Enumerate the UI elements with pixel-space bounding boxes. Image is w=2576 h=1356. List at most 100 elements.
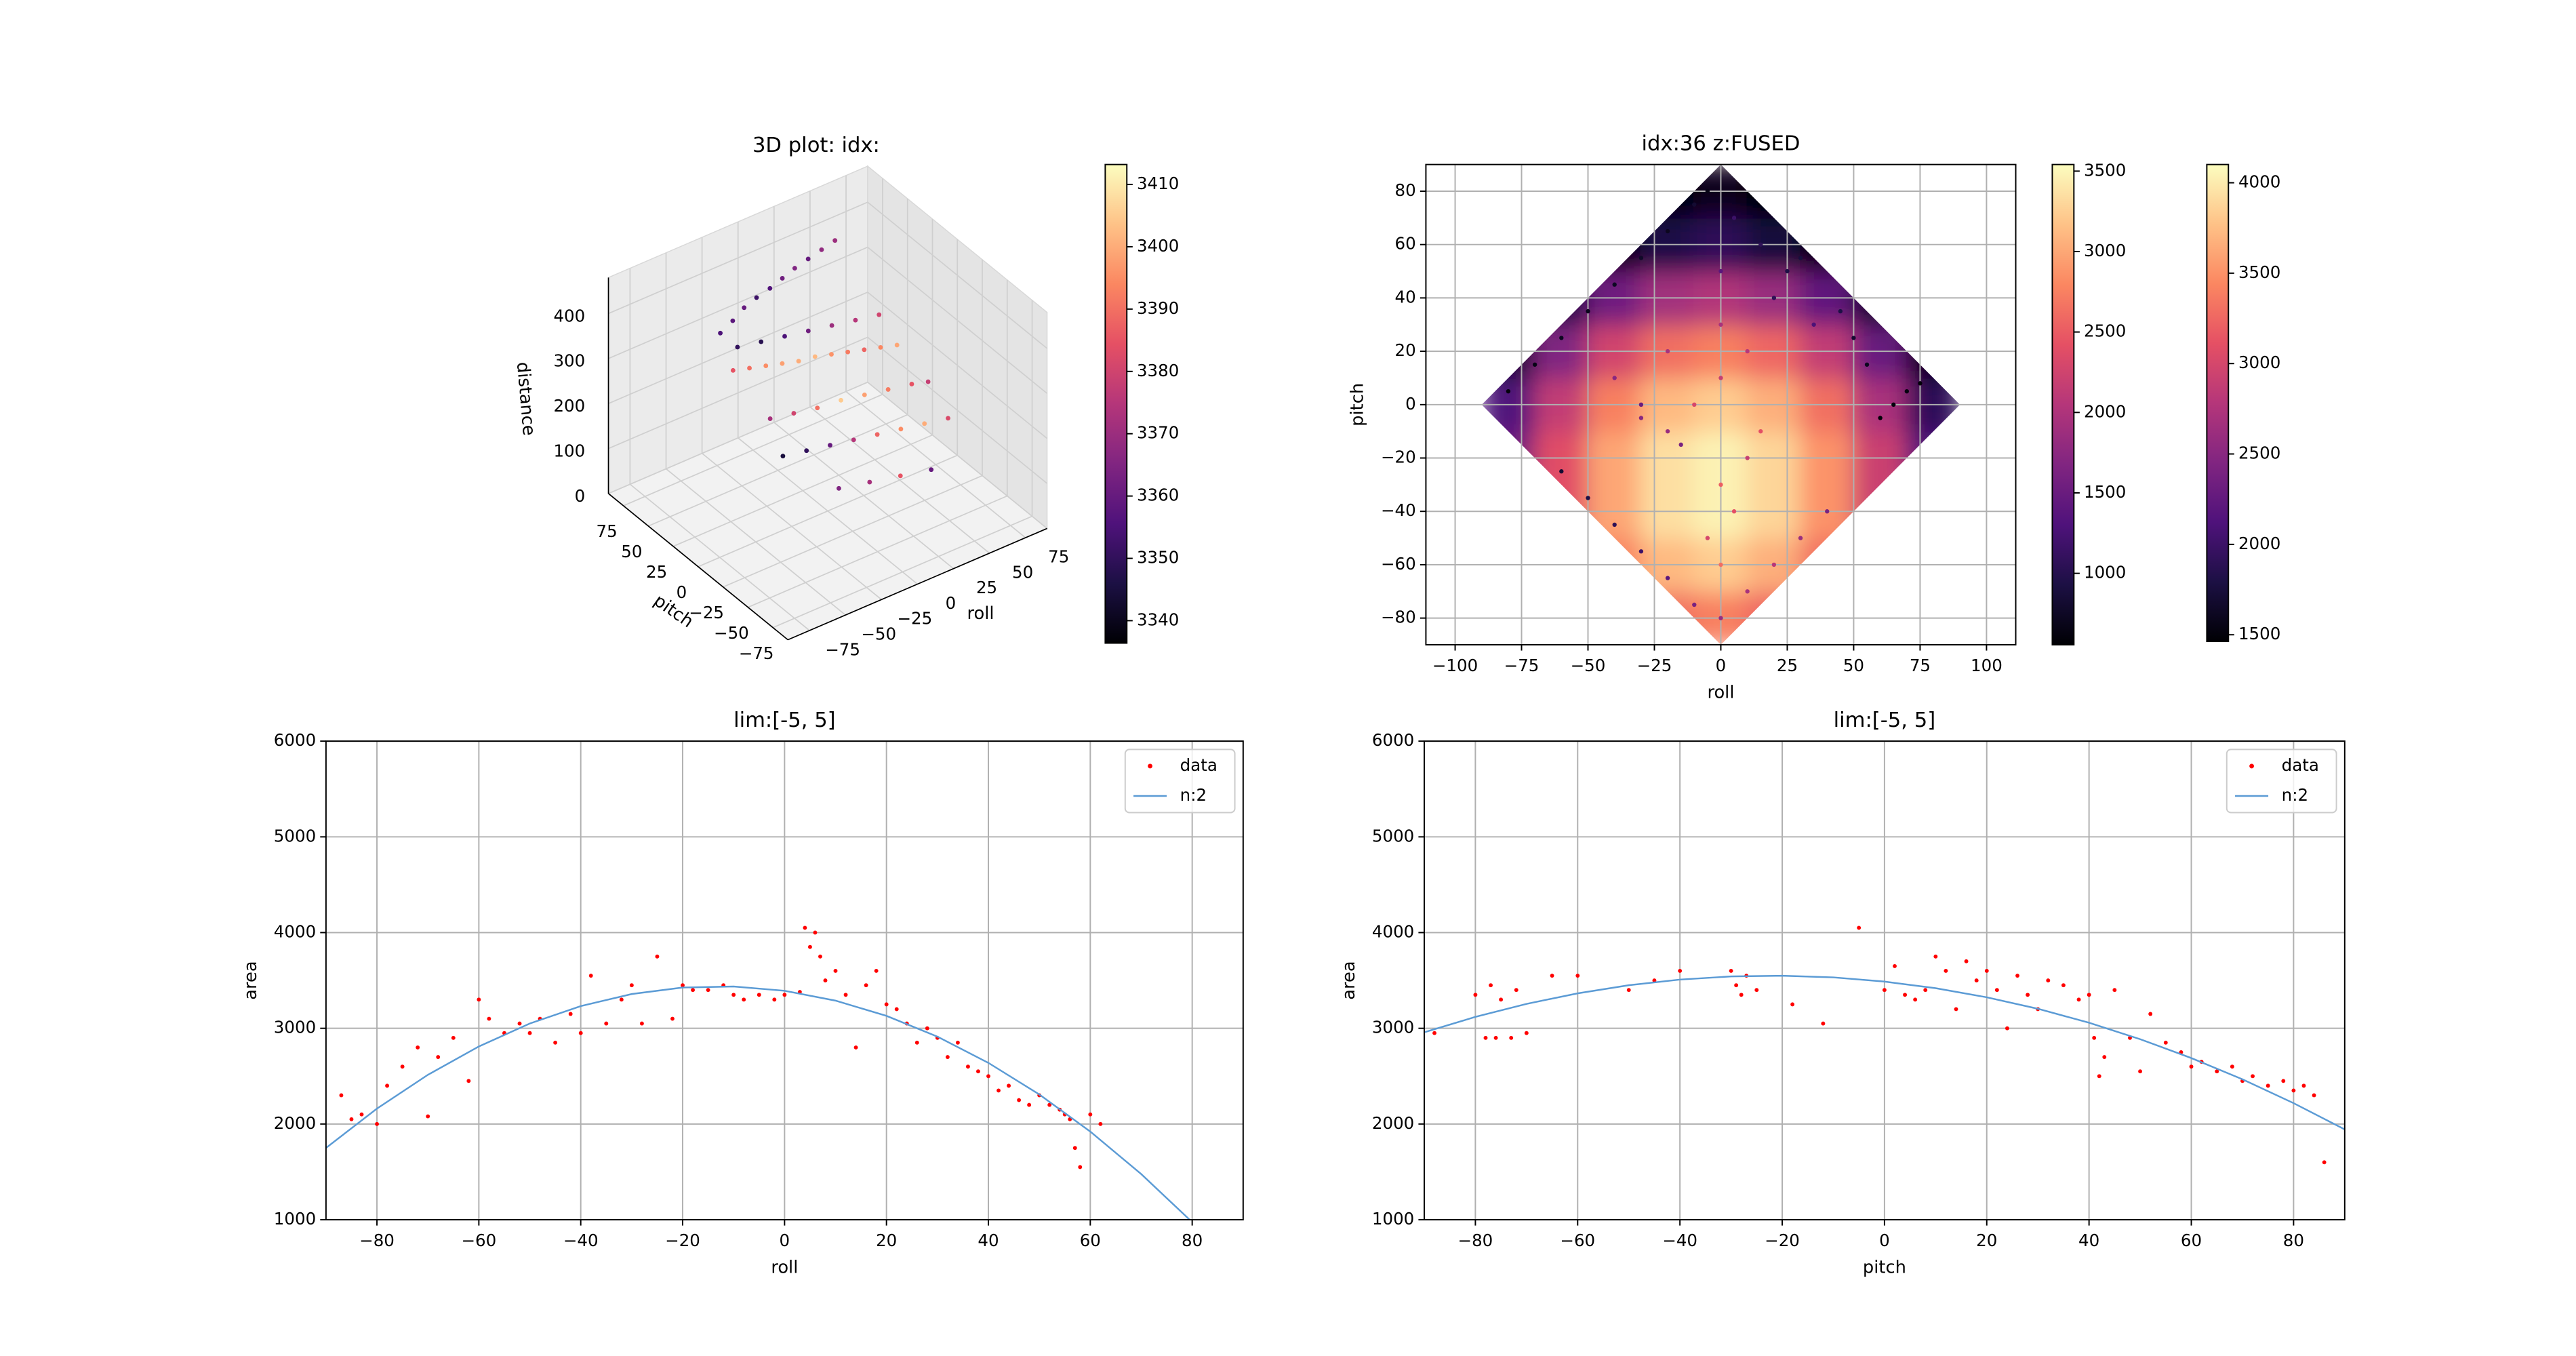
data-point [874,969,879,973]
scatter-point [735,344,740,350]
y-tick-label: −40 [1381,500,1416,520]
data-point [1678,969,1683,973]
data-point [807,944,812,949]
data-point [782,993,787,997]
scatter-point [829,323,834,328]
colorbar-tick-label: 3500 [2084,160,2126,180]
data-point [517,1021,522,1026]
scatter-point [1745,456,1750,460]
data-point [1913,997,1918,1002]
data-point [1933,954,1938,959]
colorbar-tick-label: 1500 [2238,624,2280,643]
data-point [619,997,624,1002]
scatter-point [1731,509,1737,514]
chart-title: lim:[-5, 5] [1834,709,1936,732]
scatter-point [1718,616,1723,620]
data-point [2281,1079,2286,1083]
data-point [629,983,634,988]
scatter-point [742,305,747,311]
data-point [691,988,695,993]
x-axis-label: roll [967,603,994,624]
data-point [1432,1031,1437,1035]
y-tick-label: 0 [1405,394,1416,414]
y-tick-label: 80 [1395,180,1416,200]
scatter-point [1638,549,1644,554]
y-tick-label: 3000 [1372,1018,1414,1037]
x-tick-label: 75 [1910,656,1931,675]
scatter-point [946,416,950,421]
chart-title: 3D plot: idx: [752,134,880,157]
data-point [400,1064,405,1069]
data-point [976,1069,980,1074]
axes-frame [325,740,1244,1221]
data-point [568,1012,573,1016]
colorbar-tick-label: 2000 [2238,534,2280,553]
data-point [1893,963,1897,968]
scatter-point [1798,256,1803,260]
data-point [1964,959,1969,963]
y-tick-label: 1000 [274,1209,316,1229]
scatter-point [792,266,797,271]
x-tick-label: 50 [1012,562,1033,582]
colorbar-tick-label: 3380 [1137,361,1179,380]
data-point [2322,1160,2327,1165]
scatter-point [867,479,872,485]
data-point [670,1016,675,1021]
data-point [1954,1007,1958,1012]
scatter-point [782,334,787,339]
scatter-point [862,392,867,397]
y-tick-label: 20 [1395,340,1416,360]
axes-frame [1425,163,2017,645]
data-point [1027,1102,1032,1107]
x-tick-label: −50 [1571,656,1606,675]
y-axis-label: area [1339,961,1359,999]
scatter-point [898,473,903,479]
scatter-point [815,405,820,411]
data-point [2251,1074,2255,1079]
z-tick-label: 400 [553,306,585,325]
x-tick-label: −60 [1560,1231,1595,1250]
scatter-point [730,367,736,373]
data-point [1821,1021,1826,1026]
scatter-point [1665,576,1670,580]
scatter-point [1638,256,1644,260]
data-point [2015,974,2019,978]
data-point [1493,1035,1498,1040]
x-axis-label: roll [1707,683,1734,703]
legend-label: data [2282,755,2319,775]
axis-line [787,527,1047,641]
x-tick-label: −100 [1432,656,1478,675]
scatter-point [929,467,934,473]
data-point [436,1055,441,1059]
scatter-point [763,363,769,368]
colorbar-tick-label: 3000 [2238,353,2280,372]
y-tick-label: −25 [689,603,724,622]
y-tick-label: −20 [1381,447,1416,467]
data-point [1088,1112,1093,1117]
y-tick-label: 0 [677,582,687,602]
data-point [757,993,761,997]
scatter-point [909,382,914,386]
x-tick-label: 75 [1048,547,1069,567]
y-tick-label: 75 [597,521,618,541]
data-point [1514,988,1518,993]
x-tick-label: −60 [462,1231,497,1250]
scatter-point [1864,362,1870,367]
scatter-point [1758,242,1763,247]
data-point [1739,993,1744,997]
grid-line [608,336,1048,484]
scatter-point [1718,482,1723,487]
scatter-point [862,347,867,353]
y-tick-label: 4000 [274,921,316,941]
scatter-point [877,312,882,317]
x-tick-label: 50 [1843,656,1864,675]
colorbar [2206,163,2230,643]
scatter-point [1838,308,1843,314]
data-point [2061,983,2066,988]
data-point [1974,978,1979,983]
colorbar-tick-label: 3390 [1137,298,1179,318]
scatter-point [853,317,858,323]
y-tick-label: 5000 [1372,826,1414,845]
data-point [655,954,660,959]
